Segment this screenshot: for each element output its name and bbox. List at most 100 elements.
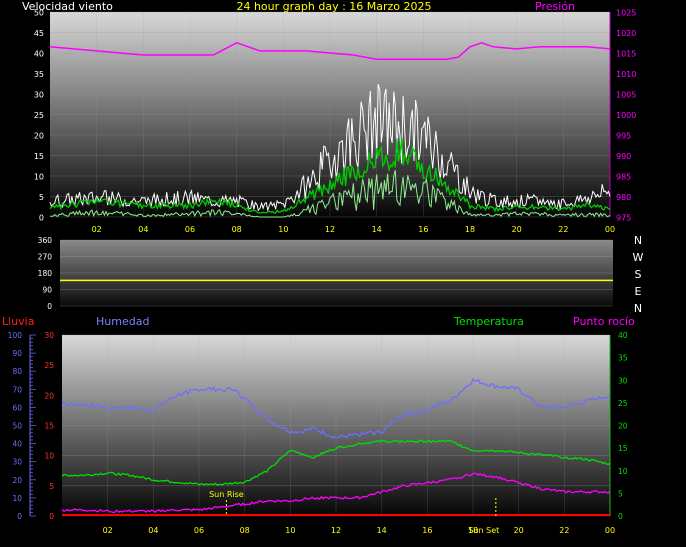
humidity-y-tick: 25 xyxy=(44,361,54,370)
wind-x-tick: 06 xyxy=(185,225,195,234)
climate-x-tick: 10 xyxy=(285,526,295,535)
temperature-y-tick: 30 xyxy=(618,376,628,385)
compass-letter: N xyxy=(634,302,642,315)
direction-grid xyxy=(60,239,613,307)
temperature-y-tick: 40 xyxy=(618,331,628,340)
rain-y-tick: 60 xyxy=(12,403,22,412)
pressure-y-tick: 990 xyxy=(616,152,631,161)
temperature-line xyxy=(61,439,611,486)
wind-y-tick: 0 xyxy=(39,214,44,223)
pressure-y-tick: 1005 xyxy=(616,91,636,100)
direction-y-axis-labels: 0 90 180 270 360 xyxy=(38,236,53,311)
climate-x-tick: 20 xyxy=(514,526,524,535)
compass-letter: N xyxy=(634,234,642,247)
wind-x-tick: 10 xyxy=(278,225,288,234)
dewpoint-line xyxy=(61,472,611,514)
pressure-label: Presión xyxy=(535,0,575,13)
rain-label: Lluvia xyxy=(2,315,34,328)
pressure-y-tick: 1020 xyxy=(616,29,636,38)
humidity-y-tick: 10 xyxy=(44,452,54,461)
temperature-y-tick: 0 xyxy=(618,512,623,521)
climate-x-axis-labels: 02 04 06 08 10 12 14 16 18 20 22 00 xyxy=(103,526,616,535)
wind-y-tick: 15 xyxy=(34,152,44,161)
direction-y-tick: 360 xyxy=(38,236,53,245)
rain-y-tick: 10 xyxy=(12,494,22,503)
climate-x-tick: 04 xyxy=(148,526,158,535)
wind-min-line xyxy=(49,169,611,218)
wind-x-tick: 18 xyxy=(465,225,475,234)
wind-y-tick: 5 xyxy=(39,193,44,202)
wind-x-tick: 08 xyxy=(232,225,242,234)
rain-y-axis-labels: 0 10 20 30 40 50 60 70 80 90 100 xyxy=(8,331,23,521)
rain-y-tick: 40 xyxy=(12,440,22,449)
rain-y-tick: 100 xyxy=(8,331,23,340)
temperature-y-tick: 20 xyxy=(618,422,628,431)
wind-x-axis-labels: 02 04 06 08 10 12 14 16 18 20 22 00 xyxy=(92,225,616,234)
wind-x-tick: 16 xyxy=(418,225,428,234)
humidity-y-tick: 30 xyxy=(44,331,54,340)
direction-y-tick: 90 xyxy=(42,286,52,295)
compass-letter: E xyxy=(635,285,642,298)
rain-y-tick: 70 xyxy=(12,385,22,394)
sun-markers: Sun Rise Sun Set xyxy=(209,490,499,535)
climate-x-tick: 16 xyxy=(422,526,432,535)
rain-y-tick: 20 xyxy=(12,476,22,485)
direction-y-tick: 180 xyxy=(38,269,53,278)
temperature-y-tick: 10 xyxy=(618,467,628,476)
climate-x-tick: 06 xyxy=(194,526,204,535)
temperature-y-axis-labels: 0 5 10 15 20 25 30 35 40 xyxy=(618,331,628,521)
pressure-y-tick: 1025 xyxy=(616,9,636,18)
pressure-y-tick: 995 xyxy=(616,132,631,141)
wind-y-tick: 10 xyxy=(34,173,44,182)
direction-y-tick: 0 xyxy=(47,302,52,311)
wind-x-tick: 14 xyxy=(372,225,382,234)
wind-x-tick: 02 xyxy=(92,225,102,234)
temperature-y-tick: 15 xyxy=(618,444,628,453)
climate-series xyxy=(61,377,611,516)
wind-y-tick: 25 xyxy=(34,111,44,120)
wind-y-tick: 50 xyxy=(34,9,44,18)
wind-y-tick: 30 xyxy=(34,91,44,100)
wind-y-tick: 20 xyxy=(34,132,44,141)
climate-x-tick: 18 xyxy=(468,526,478,535)
temperature-label: Temperatura xyxy=(453,315,524,328)
temperature-y-tick: 5 xyxy=(618,489,623,498)
wind-y-axis-labels: 0 5 10 15 20 25 30 35 40 45 50 xyxy=(34,9,44,223)
pressure-y-tick: 975 xyxy=(616,214,631,223)
compass-letter: S xyxy=(635,268,642,281)
humidity-y-tick: 5 xyxy=(49,482,54,491)
pressure-y-tick: 980 xyxy=(616,193,631,202)
wind-y-tick: 40 xyxy=(34,50,44,59)
climate-x-tick: 22 xyxy=(559,526,569,535)
dewpoint-label: Punto rocío xyxy=(573,315,635,328)
wind-x-tick: 04 xyxy=(138,225,148,234)
wind-speed-label: Velocidad viento xyxy=(22,0,113,13)
humidity-y-tick: 20 xyxy=(44,391,54,400)
wind-x-tick: 00 xyxy=(605,225,615,234)
wind-y-tick: 35 xyxy=(34,70,44,79)
compass-letter: W xyxy=(633,251,644,264)
climate-x-tick: 00 xyxy=(605,526,615,535)
humidity-label: Humedad xyxy=(96,315,149,328)
wind-avg-line xyxy=(49,137,611,214)
rain-y-tick: 90 xyxy=(12,349,22,358)
climate-x-tick: 02 xyxy=(103,526,113,535)
wind-x-tick: 12 xyxy=(325,225,335,234)
pressure-y-tick: 1000 xyxy=(616,111,636,120)
rain-y-tick: 50 xyxy=(12,422,22,431)
direction-y-tick: 270 xyxy=(38,253,53,262)
rain-y-tick: 30 xyxy=(12,458,22,467)
wind-grid xyxy=(50,11,611,218)
humidity-y-tick: 0 xyxy=(49,512,54,521)
wind-series xyxy=(49,41,611,218)
wind-x-tick: 22 xyxy=(558,225,568,234)
humidity-y-tick: 15 xyxy=(44,422,54,431)
pressure-y-tick: 1015 xyxy=(616,50,636,59)
sunrise-label: Sun Rise xyxy=(209,490,244,499)
pressure-line xyxy=(49,41,611,60)
climate-x-tick: 14 xyxy=(377,526,387,535)
climate-x-tick: 12 xyxy=(331,526,341,535)
